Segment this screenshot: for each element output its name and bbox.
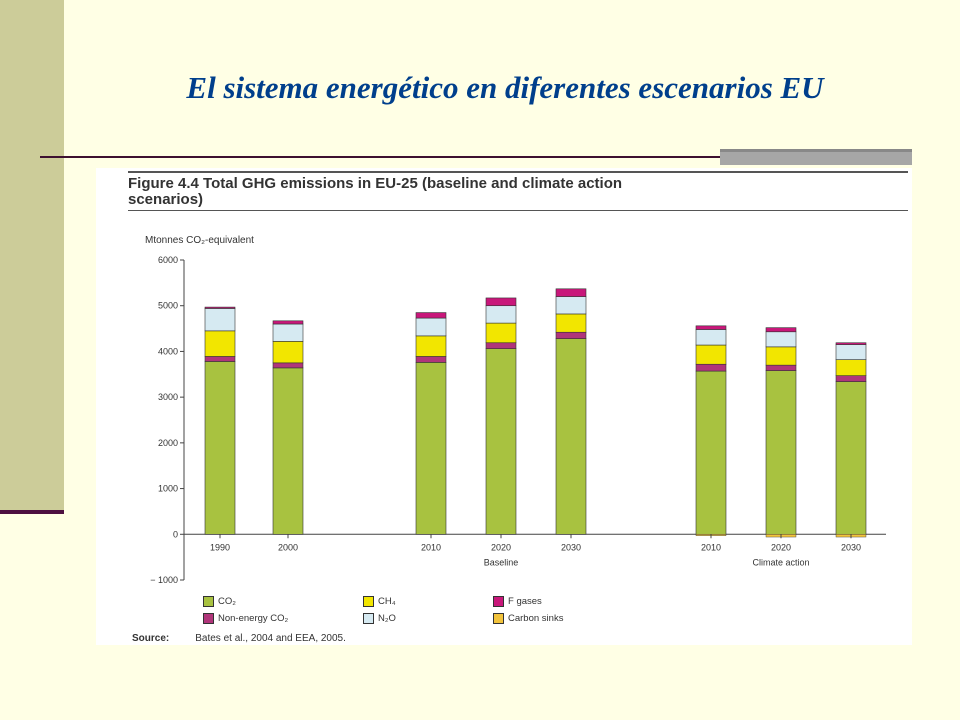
legend-swatch — [363, 613, 374, 624]
title-rule-line — [40, 156, 720, 158]
x-tick-label: 2030 — [841, 542, 861, 552]
bar-segment — [835, 342, 867, 345]
x-tick-label: 2020 — [491, 542, 511, 552]
bar-segment — [765, 331, 797, 348]
bar-segment — [415, 312, 447, 319]
left-band-divider — [0, 510, 64, 514]
title-rule-bar-edge — [720, 149, 912, 152]
bar-segment — [272, 362, 304, 369]
bar-segment — [695, 363, 727, 372]
legend-swatch — [363, 596, 374, 607]
legend-label: Carbon sinks — [508, 613, 564, 624]
figure-source: Source: Bates et al., 2004 and EEA, 2005. — [132, 633, 346, 644]
bar-segment — [695, 344, 727, 365]
x-tick-label: 2020 — [771, 542, 791, 552]
x-group-label: Climate action — [752, 557, 809, 567]
bar-segment — [835, 375, 867, 382]
x-tick-label: 1990 — [210, 542, 230, 552]
bar-segment — [415, 317, 447, 337]
legend-item: Non-energy CO₂ — [203, 613, 288, 624]
bar-segment — [695, 329, 727, 346]
y-tick-label: 6000 — [158, 255, 178, 265]
bar-segment — [415, 335, 447, 357]
y-tick-label: 0 — [173, 529, 178, 539]
legend-item: CH₄ — [363, 596, 396, 607]
bar-segment — [272, 323, 304, 342]
legend-swatch — [203, 613, 214, 624]
y-tick-label: − 1000 — [150, 575, 178, 585]
x-tick-label: 2010 — [701, 542, 721, 552]
bar-segment — [204, 306, 236, 309]
x-tick-label: 2010 — [421, 542, 441, 552]
legend-item: CO₂ — [203, 596, 236, 607]
bar-segment — [204, 356, 236, 362]
bar-segment — [272, 341, 304, 364]
title-rule-bar — [720, 149, 912, 165]
bar-segment — [485, 348, 517, 535]
y-tick-label: 4000 — [158, 346, 178, 356]
bar-segment — [695, 370, 727, 535]
legend-item: F gases — [493, 596, 542, 607]
figure-caption-rule — [128, 210, 908, 211]
bar-segment — [555, 288, 587, 297]
y-tick-label: 1000 — [158, 484, 178, 494]
bar-segment — [695, 325, 727, 330]
bar-segment — [555, 313, 587, 333]
legend-label: F gases — [508, 596, 542, 607]
bar-segment — [555, 331, 587, 339]
bar-segment — [204, 308, 236, 332]
bar-segment — [485, 305, 517, 324]
legend-label: Non-energy CO₂ — [218, 613, 289, 624]
bar-segment — [765, 364, 797, 371]
bar-segment — [835, 359, 867, 376]
bar-segment — [835, 344, 867, 360]
source-label: Source: — [132, 633, 170, 644]
bar-segment — [204, 330, 236, 357]
legend-label: CO₂ — [218, 596, 236, 607]
y-tick-label: 3000 — [158, 392, 178, 402]
y-axis-unit-label: Mtonnes CO₂-equivalent — [145, 235, 254, 246]
legend-label: N₂O — [378, 613, 396, 624]
x-tick-label: 2030 — [561, 542, 581, 552]
legend-swatch — [493, 613, 504, 624]
slide-title: El sistema energético en diferentes esce… — [186, 70, 824, 105]
chart-legend: CO₂ CH₄ F gases Non-energy CO₂ N₂O Carbon sin… — [203, 596, 623, 628]
left-decorative-band — [0, 0, 64, 510]
bar-segment — [485, 297, 517, 307]
y-tick-label: 2000 — [158, 438, 178, 448]
bar-segment — [765, 327, 797, 333]
figure-top-rule — [128, 171, 908, 173]
figure-caption: Figure 4.4 Total GHG emissions in EU-25 … — [128, 175, 623, 208]
bar-segment — [272, 320, 304, 325]
y-tick-label: 5000 — [158, 301, 178, 311]
bar-chart: − 1000 0 1000 2000 3000 4000 5000 6000 1990 2000 2… — [150, 255, 886, 585]
x-tick-label: 2000 — [278, 542, 298, 552]
legend-item: N₂O — [363, 613, 396, 624]
x-group-label: Baseline — [484, 557, 519, 567]
bar-segment — [204, 361, 236, 535]
bar-segment — [765, 346, 797, 366]
bar-segment — [272, 367, 304, 535]
bar-segment — [485, 342, 517, 349]
legend-swatch — [203, 596, 214, 607]
legend-swatch — [493, 596, 504, 607]
source-text: Bates et al., 2004 and EEA, 2005. — [195, 633, 346, 644]
bar-segment — [485, 322, 517, 344]
bar-segment — [555, 296, 587, 315]
legend-item: Carbon sinks — [493, 613, 563, 624]
bar-segment — [555, 338, 587, 535]
chart-figure: Figure 4.4 Total GHG emissions in EU-25 … — [96, 168, 912, 645]
bar-segment — [415, 356, 447, 363]
bar-segment — [835, 381, 867, 535]
legend-label: CH₄ — [378, 596, 396, 607]
bar-segment — [415, 362, 447, 535]
bar-segment — [765, 370, 797, 535]
